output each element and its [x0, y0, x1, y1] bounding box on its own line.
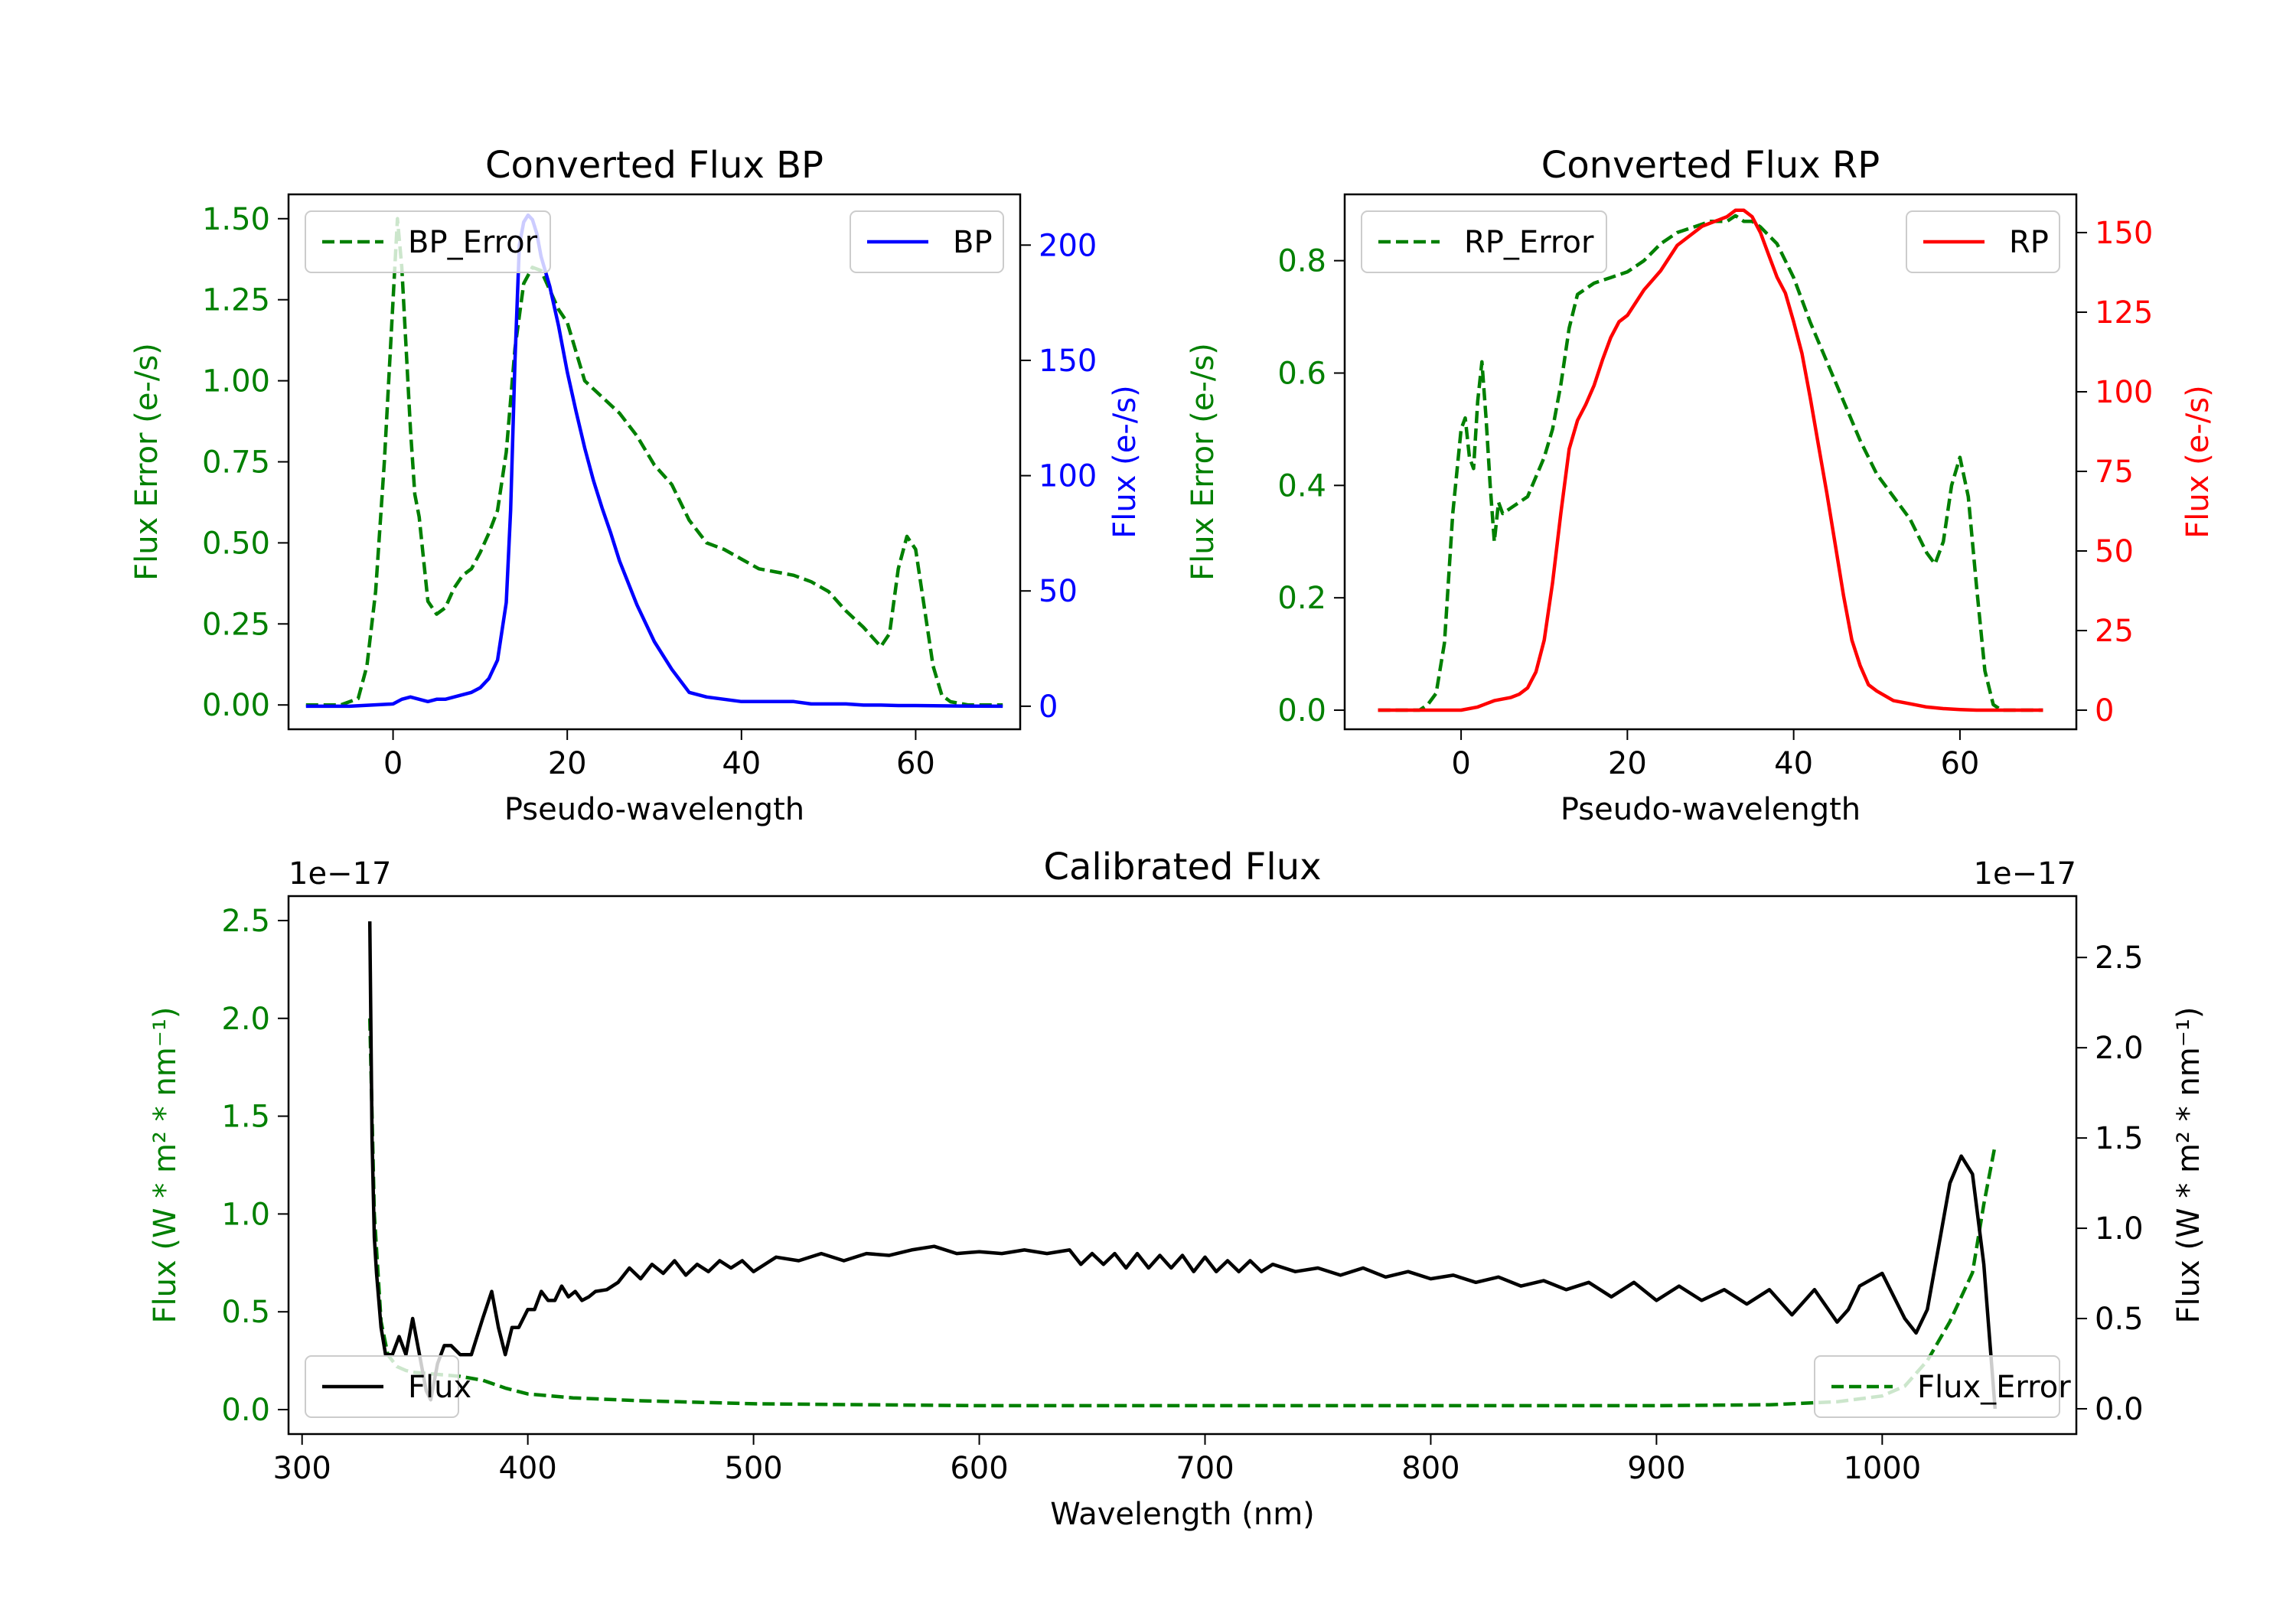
y-left-tick-label: 1.25	[202, 283, 270, 318]
y-left-tick-label: 0.4	[1277, 468, 1326, 504]
series-line-bp-error	[305, 217, 1003, 707]
x-tick-label: 40	[722, 746, 761, 781]
legend-bp-error: BP_Error	[305, 210, 551, 273]
x-tick-label: 20	[548, 746, 587, 781]
y-left-tick-label: 0.8	[1277, 244, 1326, 279]
y-right-tick-label: 50	[1039, 574, 1078, 609]
x-axis-label: Wavelength (nm)	[1050, 1497, 1315, 1532]
legend-box	[1814, 1355, 2060, 1418]
y-right-tick-label: 150	[2095, 216, 2153, 251]
y-right-axis-label: Flux (W * m² * nm⁻¹)	[2171, 1007, 2206, 1324]
y-left-tick-label: 0.50	[202, 526, 270, 561]
legend-flux: Flux	[305, 1355, 471, 1418]
y-right-tick-label: 1.5	[2095, 1121, 2144, 1156]
chart-rp: 0 20 40 60 0.0 0.2 0.4 0.6 0.8 0 25 50 75 100 125 150 Co…	[1186, 144, 2216, 827]
x-tick-label: 500	[724, 1451, 782, 1486]
legend-rp-error: RP_Error	[1361, 210, 1607, 273]
x-tick-label: 40	[1774, 746, 1813, 781]
x-tick-label: 300	[273, 1451, 331, 1486]
chart-title: Converted Flux BP	[485, 144, 823, 187]
series-line-bp	[305, 213, 1003, 709]
y-right-tick-label: 0	[2095, 693, 2114, 729]
chart-bp: 0 20 40 60 0.00 0.25 0.50 0.75 1.00 1.25 1.50 0 50 10…	[129, 144, 1143, 827]
y-right-tick-label: 75	[2095, 455, 2134, 490]
y-left-axis-label: Flux Error (e-/s)	[129, 343, 165, 581]
x-tick-label: 20	[1608, 746, 1647, 781]
series-line-flux	[367, 921, 1998, 1410]
legend-label: RP	[2009, 225, 2049, 260]
y-right-axis-label: Flux (e-/s)	[1107, 385, 1143, 538]
legend-bp: BP	[850, 210, 1004, 273]
y-left-tick-label: 0.0	[221, 1393, 270, 1428]
y-left-tick-label: 0.5	[221, 1295, 270, 1330]
y-right-tick-label: 200	[1039, 228, 1097, 263]
x-tick-label: 0	[383, 746, 403, 781]
legend-rp: RP	[1906, 210, 2060, 273]
y-left-tick-label: 0.2	[1277, 581, 1326, 616]
y-right-axis-label: Flux (e-/s)	[2180, 385, 2216, 538]
y-left-tick-label: 1.5	[221, 1100, 270, 1135]
x-axis-label: Pseudo-wavelength	[504, 792, 804, 827]
x-tick-label: 900	[1627, 1451, 1685, 1486]
plot-frame	[1343, 193, 2078, 731]
y-right-tick-label: 100	[1039, 459, 1097, 494]
x-tick-label: 600	[950, 1451, 1008, 1486]
legend-label: Flux	[408, 1370, 471, 1405]
y-left-offset-text: 1e−17	[289, 856, 391, 892]
legend-label: BP_Error	[408, 225, 538, 260]
y-left-tick-label: 0.6	[1277, 356, 1326, 391]
y-left-axis-label: Flux (W * m² * nm⁻¹)	[148, 1007, 183, 1324]
series-line-rp	[1378, 208, 2043, 712]
y-right-tick-label: 0	[1039, 689, 1058, 725]
legend-box	[1361, 210, 1607, 273]
y-left-tick-label: 2.5	[221, 904, 270, 939]
y-right-tick-label: 0.0	[2095, 1392, 2144, 1427]
y-right-tick-label: 0.5	[2095, 1302, 2144, 1337]
x-tick-label: 0	[1451, 746, 1470, 781]
y-right-tick-label: 2.0	[2095, 1031, 2144, 1066]
x-tick-label: 1000	[1843, 1451, 1921, 1486]
chart-title: Calibrated Flux	[1043, 846, 1321, 888]
y-right-tick-label: 25	[2095, 614, 2134, 649]
legend-label: BP	[953, 225, 993, 260]
y-right-tick-label: 100	[2095, 375, 2153, 410]
chart-cal: 300 400 500 600 700 800 900 1000 0.0 0.5 1.0 1.5 2.0…	[148, 846, 2206, 1532]
y-right-tick-label: 150	[1039, 344, 1097, 379]
y-left-tick-label: 1.50	[202, 202, 270, 237]
legend-label: RP_Error	[1464, 225, 1594, 260]
series-line-rp-error	[1378, 214, 2043, 712]
y-right-offset-text: 1e−17	[1974, 856, 2076, 892]
x-tick-label: 60	[1940, 746, 1979, 781]
y-left-tick-label: 2.0	[221, 1002, 270, 1037]
legend-flux-error: Flux_Error	[1814, 1355, 2071, 1418]
plot-frame	[287, 895, 2078, 1436]
y-left-tick-label: 0.0	[1277, 693, 1326, 729]
x-tick-label: 700	[1176, 1451, 1234, 1486]
y-left-tick-label: 0.25	[202, 607, 270, 642]
y-right-tick-label: 2.5	[2095, 940, 2144, 976]
legend-label: Flux_Error	[1917, 1370, 2071, 1405]
x-tick-label: 400	[498, 1451, 556, 1486]
y-left-axis-label: Flux Error (e-/s)	[1186, 343, 1221, 581]
y-left-tick-label: 0.75	[202, 445, 270, 481]
y-right-tick-label: 50	[2095, 534, 2134, 569]
x-tick-label: 800	[1401, 1451, 1459, 1486]
y-right-tick-label: 1.0	[2095, 1211, 2144, 1247]
y-left-tick-label: 1.0	[221, 1197, 270, 1232]
legend-box	[305, 210, 551, 273]
y-right-tick-label: 125	[2095, 295, 2153, 331]
chart-title: Converted Flux RP	[1541, 144, 1880, 187]
x-axis-label: Pseudo-wavelength	[1561, 792, 1861, 827]
x-tick-label: 60	[896, 746, 935, 781]
y-left-tick-label: 1.00	[202, 364, 270, 399]
y-left-tick-label: 0.00	[202, 688, 270, 723]
